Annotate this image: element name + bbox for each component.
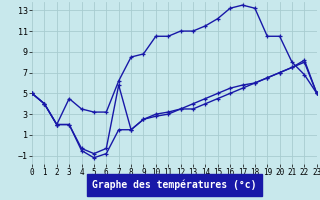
X-axis label: Graphe des températures (°c): Graphe des températures (°c) (92, 180, 257, 190)
